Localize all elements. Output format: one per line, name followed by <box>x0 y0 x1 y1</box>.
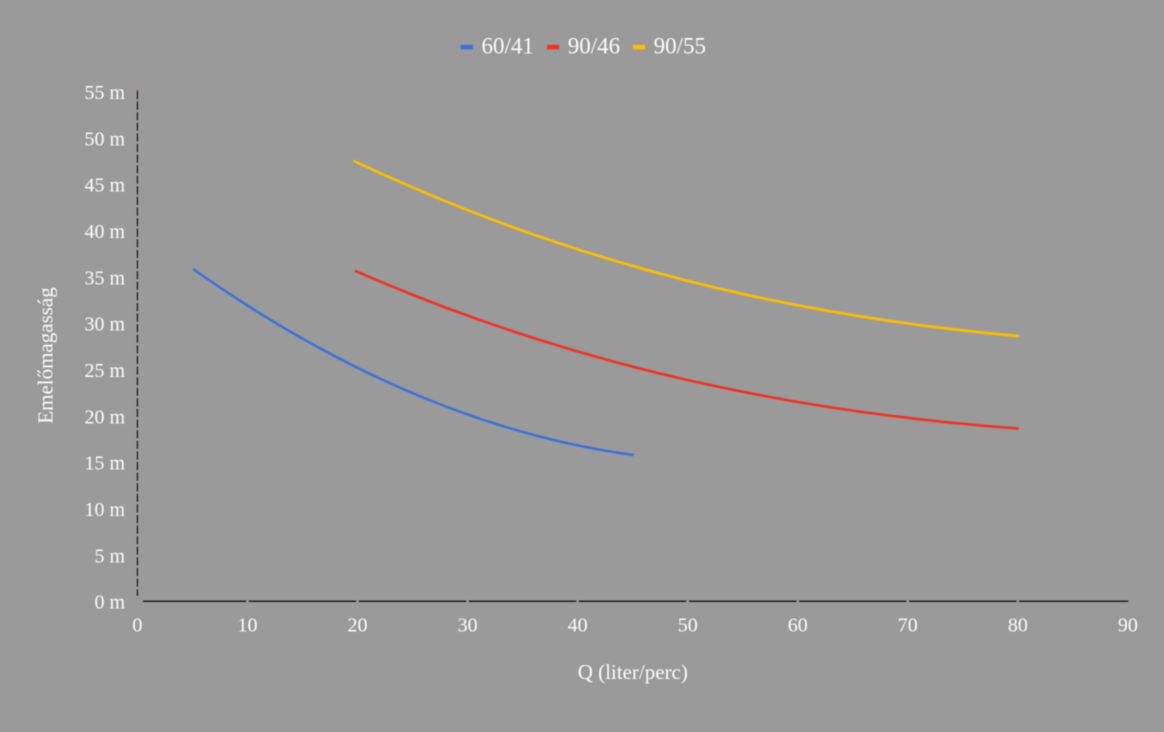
svg-text:50 m: 50 m <box>84 128 125 150</box>
svg-text:90/46: 90/46 <box>568 34 620 59</box>
svg-text:80: 80 <box>1008 615 1028 637</box>
svg-text:30: 30 <box>458 615 478 637</box>
svg-text:0: 0 <box>132 615 142 637</box>
svg-text:60: 60 <box>788 615 808 637</box>
svg-text:45 m: 45 m <box>84 175 125 197</box>
svg-text:90: 90 <box>1118 615 1138 637</box>
svg-text:20 m: 20 m <box>84 406 125 428</box>
svg-text:5 m: 5 m <box>94 545 125 567</box>
svg-text:30 m: 30 m <box>84 314 125 336</box>
svg-text:Emelőmagasság: Emelőmagasság <box>33 287 57 424</box>
svg-text:15 m: 15 m <box>84 453 125 475</box>
svg-text:40: 40 <box>568 615 588 637</box>
svg-text:50: 50 <box>678 615 698 637</box>
svg-text:10 m: 10 m <box>84 499 125 521</box>
svg-text:55 m: 55 m <box>84 82 125 104</box>
svg-text:70: 70 <box>898 615 918 637</box>
svg-text:10: 10 <box>238 615 258 637</box>
svg-text:Q (liter/perc): Q (liter/perc) <box>578 660 688 684</box>
svg-text:20: 20 <box>348 615 368 637</box>
svg-text:35 m: 35 m <box>84 267 125 289</box>
svg-text:40 m: 40 m <box>84 221 125 243</box>
svg-text:0 m: 0 m <box>94 592 125 614</box>
svg-text:25 m: 25 m <box>84 360 125 382</box>
svg-text:60/41: 60/41 <box>482 34 534 59</box>
svg-text:90/55: 90/55 <box>654 34 706 59</box>
